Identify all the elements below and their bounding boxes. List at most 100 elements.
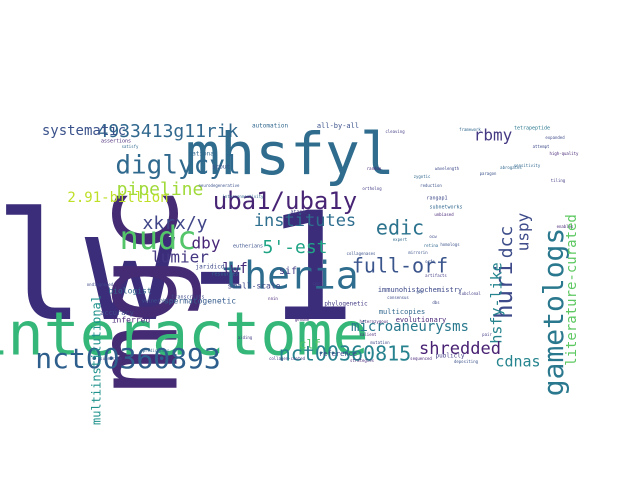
word: attempt — [533, 144, 550, 149]
word: eutherians — [233, 244, 263, 250]
word: resources — [211, 272, 238, 278]
word: ortholog — [362, 186, 382, 191]
word: biologist — [108, 287, 152, 296]
word: paragon — [480, 171, 497, 176]
word: multiinstitutional — [90, 295, 104, 425]
word: high-quality — [550, 151, 579, 156]
word: gametologs — [537, 228, 570, 397]
word: huri — [490, 261, 518, 319]
word: clf — [299, 338, 321, 352]
word: hsfy-like — [488, 262, 506, 343]
word: diglycyl — [115, 151, 240, 181]
word: reference — [319, 350, 357, 358]
word: uba1/uba1y — [213, 187, 358, 215]
word: zygotic — [414, 174, 431, 179]
word: uspy — [514, 212, 533, 251]
word: evolutionary — [396, 316, 447, 324]
word: ondiagnosed — [87, 282, 114, 287]
word: enables — [557, 224, 574, 229]
word: accuracy — [100, 309, 134, 317]
word: edic — [376, 216, 424, 240]
word: ocw — [429, 234, 437, 239]
word: dby — [192, 234, 221, 253]
word: retina — [424, 243, 439, 248]
word: scout — [212, 164, 230, 171]
word: 4933413g11rik — [98, 121, 239, 142]
word: substrate — [100, 356, 122, 361]
word: lumier — [151, 248, 209, 267]
word: cyp — [312, 281, 320, 286]
word: predictions — [143, 348, 170, 353]
word: sif — [279, 266, 297, 277]
word: cdnas — [495, 353, 540, 371]
word: 5'-est — [262, 237, 327, 258]
word: aiding — [238, 335, 253, 340]
word: satisfy — [122, 144, 139, 149]
word: expanded — [545, 135, 565, 140]
word: genome — [295, 317, 310, 322]
word: neurodegenerative — [199, 183, 241, 188]
word: salient — [360, 332, 377, 337]
word: shredded — [419, 339, 501, 359]
word: expert — [393, 237, 408, 242]
word: gbp — [416, 289, 424, 294]
word: wavelength — [435, 166, 460, 171]
word: publicly — [436, 353, 465, 360]
word: xkrx/y — [142, 213, 207, 234]
word: nnin — [268, 296, 278, 301]
word: subnetworks — [429, 205, 462, 211]
word: homologs — [440, 242, 460, 247]
word: jaridicd — [196, 264, 225, 271]
word: spermatogenetic — [164, 297, 236, 306]
word: systematic — [42, 123, 126, 139]
word: depositing — [454, 359, 479, 364]
word: unbiased — [434, 212, 454, 217]
word: all-by-all — [317, 122, 359, 130]
word: small-scale — [228, 282, 281, 291]
word: lw-1 — [0, 181, 356, 355]
word: sequenced — [410, 356, 432, 361]
word: interconnectivity — [223, 194, 265, 199]
word: rbmy — [474, 126, 513, 145]
word: collagen-coated — [269, 356, 306, 361]
word: vulnerable — [142, 299, 172, 305]
word: national — [189, 151, 218, 158]
word: mirrorin — [408, 250, 428, 255]
word: mutation — [370, 340, 390, 345]
word: inferred — [112, 316, 151, 325]
word: 2.91-billion — [67, 190, 168, 206]
word: strategies — [350, 358, 375, 363]
word: assertions — [101, 139, 131, 145]
word: dbs — [432, 300, 440, 305]
word: microaneurysms — [351, 319, 469, 335]
word: immunohistochemistry — [378, 286, 462, 294]
word: pair — [482, 332, 492, 337]
word: lwf — [222, 261, 247, 277]
word: atanl — [290, 210, 305, 216]
word: cleaving — [385, 129, 405, 134]
word: abrogates — [500, 165, 522, 170]
word: orfs — [425, 259, 435, 264]
word: subclonal — [459, 291, 481, 296]
word: framework — [459, 127, 481, 132]
word: sensitivity — [514, 163, 541, 168]
word: phylogenetic — [324, 301, 368, 308]
word: literature-curated — [564, 214, 580, 366]
word: multicopies — [379, 308, 425, 316]
word: tiling — [551, 178, 566, 183]
word: mhsfyl — [185, 120, 395, 188]
word: interactome — [0, 300, 369, 370]
word: collagenases — [347, 251, 376, 256]
word: theria — [221, 254, 358, 298]
word: institutes — [254, 211, 356, 231]
word: heterozygous — [360, 319, 389, 324]
word: full-orf — [352, 254, 448, 278]
word: reduction — [420, 183, 442, 188]
word: transcripts — [171, 295, 204, 301]
word: dcc — [496, 226, 517, 259]
word: nct00360815 — [279, 342, 411, 366]
word: consensus — [387, 295, 409, 300]
word: artifacts — [425, 273, 447, 278]
word: tetrapeptide — [514, 126, 550, 132]
